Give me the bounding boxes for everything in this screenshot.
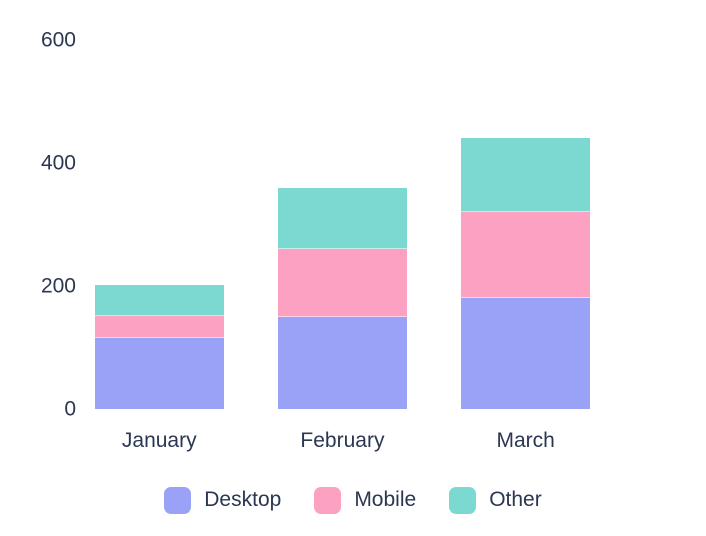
legend-swatch-desktop (164, 486, 192, 514)
x-axis-label-january: January (121, 429, 197, 452)
bar-segment-march-mobile[interactable] (461, 212, 590, 299)
bar-segment-january-other[interactable] (95, 284, 224, 316)
legend-item-desktop[interactable]: Desktop (164, 486, 282, 514)
legend-swatch-mobile (314, 486, 342, 514)
x-axis-label-february: February (300, 429, 385, 452)
y-axis-tick-label-600: 600 (40, 28, 76, 52)
x-axis-label-march: March (496, 429, 555, 452)
bar-segment-february-other[interactable] (278, 187, 407, 250)
legend-swatch-other (449, 486, 477, 514)
chart-legend: Desktop Mobile Other (0, 485, 706, 515)
bar-segment-march-desktop[interactable] (461, 298, 590, 409)
bar-segment-january-desktop[interactable] (95, 338, 224, 409)
legend-label-desktop: Desktop (204, 488, 282, 511)
bar-march (461, 138, 590, 409)
legend-label-other: Other (489, 488, 542, 511)
bar-february (278, 187, 407, 409)
y-axis-tick-label-200: 200 (40, 274, 76, 298)
bar-segment-february-mobile[interactable] (278, 249, 407, 317)
bar-segment-march-other[interactable] (461, 138, 590, 213)
y-axis-tick-label-0: 0 (64, 397, 76, 421)
y-axis-tick-label-400: 400 (40, 151, 76, 175)
bar-segment-january-mobile[interactable] (95, 315, 224, 339)
legend-label-mobile: Mobile (354, 488, 417, 511)
legend-item-mobile[interactable]: Mobile (314, 486, 417, 514)
legend-item-other[interactable]: Other (449, 486, 542, 514)
bar-segment-february-desktop[interactable] (278, 316, 407, 409)
bar-january (95, 284, 224, 409)
